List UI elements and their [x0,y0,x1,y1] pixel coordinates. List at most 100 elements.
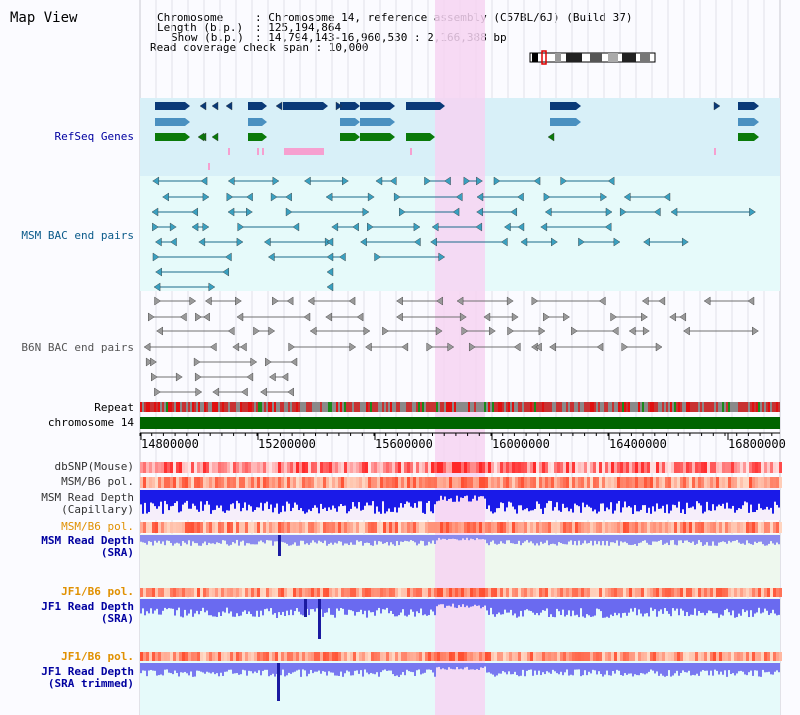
msm-cap-depth-bar [680,490,682,513]
heat-cell [353,588,356,597]
msm-cap-depth-bar [162,490,164,514]
msm-sra-depth-bar [404,535,406,541]
jf1-trim-depth-bar [190,663,192,672]
msm-sra-depth-bar [336,535,338,544]
heat-cell [179,652,182,661]
jf1-depth-bar [192,599,194,617]
heat-cell [383,462,386,473]
msm-cap-depth-bar [412,490,414,508]
refseq-genes-track[interactable] [155,101,759,170]
heat-cell [173,522,176,533]
b6n-bac-pair-end [195,387,203,397]
jf1-depth-bar [172,599,174,609]
jf1-trim-depth-bar [498,663,500,674]
heat-cell [509,652,512,661]
jf1-trim-depth-bar [230,663,232,670]
b6n-bac-track[interactable] [143,296,759,397]
gene-arrow [576,102,581,110]
heat-cell [701,522,704,533]
heat-cell [344,588,347,597]
msm-sra-depth-bar [242,535,244,541]
jf1-depth-bar [182,599,184,618]
msm-cap-depth-bar [630,490,632,508]
jf1-depth-bar [490,599,492,608]
msm-bac-label[interactable]: MSM BAC end pairs [21,229,134,242]
b6n-bac-label[interactable]: B6N BAC end pairs [21,341,134,354]
jf1-trim-depth-bar [666,663,668,676]
jf1-trim-depth-bar [722,663,724,675]
jf1-trim-depth-bar [332,663,334,673]
heat-cell [173,462,176,473]
jf1-trim-depth-bar [388,663,390,671]
heat-cell [731,652,734,661]
heat-cell [446,588,449,597]
msm-sra-depth-bar [652,535,654,542]
heat-cell [674,522,677,533]
jf1-depth-bar [224,599,226,613]
heat-cell [548,652,551,661]
msm-cap-depth-bar [664,490,666,513]
heat-cell [368,462,371,473]
jf1-trim-depth-bar [324,663,326,672]
msm-sra-depth-bar [484,535,486,540]
jf1-depth-bar [582,599,584,617]
heat-cell [299,652,302,661]
heat-cell [671,522,674,533]
jf1-depth-bar [356,599,358,613]
heat-cell [653,652,656,661]
repeat-element [168,402,170,412]
jf1-trim-depth-bar [726,663,728,677]
repeat-element [702,402,704,412]
msm-sra-depth-bar [510,535,512,544]
jf1-depth-bar [474,599,476,605]
heat-cell [641,652,644,661]
axis-tick-label: 15200000 [258,437,316,451]
msm-cap-depth-bar [414,490,416,504]
heat-cell [143,462,146,473]
msm-bac-track[interactable] [151,176,756,292]
heat-cell [527,652,530,661]
refseq-genes-label[interactable]: RefSeq Genes [54,130,134,143]
heat-cell [248,522,251,533]
heat-cell [668,477,671,488]
heat-cell [737,522,740,533]
heat-cell [368,652,371,661]
repeat-element [534,402,536,412]
msm-cap-depth-bar [592,490,594,512]
msm-bac-pair-end [399,207,406,217]
heat-cell [182,588,185,597]
msm-sra-depth-bar [496,535,498,545]
heat-cell [521,652,524,661]
jf1-trim-depth-bar [244,663,246,671]
heat-cell [191,477,194,488]
heat-cell [347,462,350,473]
msm-sra-depth-bar [554,535,556,545]
heat-cell [377,477,380,488]
jf1-depth-bar [768,599,770,615]
heat-cell [395,652,398,661]
heat-cell [221,477,224,488]
msm-cap-depth-bar [608,490,610,510]
msm-cap-depth-bar [582,490,584,503]
msm-sra-depth-bar [246,535,248,544]
msm-bac-pair-end [600,192,607,202]
b6n-bac-pair-end [286,296,294,306]
gene-arrowhead [225,101,233,111]
heat-cell [692,588,695,597]
msm-cap-depth-bar [474,490,476,496]
repeat-element [378,402,380,412]
msm-cap-depth-bar [636,490,638,512]
heat-cell [230,652,233,661]
gene-arrow [390,102,395,110]
heat-cell [515,588,518,597]
heat-cell [575,588,578,597]
jf1-trim-depth-bar [262,663,264,671]
msm-cap-depth-bar [646,490,648,513]
heat-cell [215,588,218,597]
heat-cell [737,588,740,597]
msm-sra-depth-bar [526,535,528,541]
heat-cell [416,652,419,661]
jf1-depth-bar [394,599,396,617]
heat-cell [428,462,431,473]
